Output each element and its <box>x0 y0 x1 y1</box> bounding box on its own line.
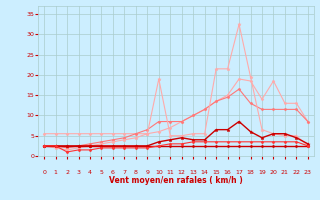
X-axis label: Vent moyen/en rafales ( km/h ): Vent moyen/en rafales ( km/h ) <box>109 176 243 185</box>
